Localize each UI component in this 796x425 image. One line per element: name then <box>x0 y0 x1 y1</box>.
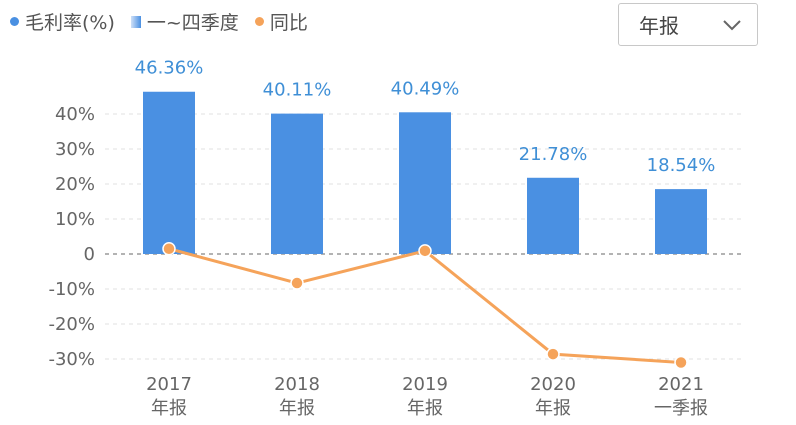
legend-dot-icon <box>10 17 19 26</box>
legend-yoy-label: 同比 <box>269 12 308 34</box>
yoy-point <box>290 276 304 290</box>
bar <box>143 91 195 255</box>
yoy-line <box>168 247 682 364</box>
legend-gradient-square-icon <box>130 15 141 28</box>
x-tick-label: 2019 年报 <box>402 374 448 419</box>
bar-value-label: 40.49% <box>391 78 460 99</box>
x-tick-label: 2021 一季报 <box>654 374 708 419</box>
bar-value-label: 21.78% <box>519 144 588 165</box>
chart-legend: 毛利率(%) 一~四季度 同比 <box>10 8 308 35</box>
bar-value-label: 18.54% <box>647 155 716 176</box>
yoy-point <box>674 355 688 370</box>
y-tick-label: 20% <box>55 174 95 195</box>
y-tick-label: -20% <box>48 314 95 335</box>
yoy-point <box>546 347 560 361</box>
legend-quarters[interactable]: 一~四季度 <box>130 8 239 35</box>
x-tick-label: 2017 年报 <box>146 374 192 419</box>
bar-value-label: 40.11% <box>263 80 332 101</box>
y-tick-label: -10% <box>48 279 95 300</box>
yoy-point <box>418 244 432 258</box>
bar <box>527 177 579 254</box>
legend-gross-margin[interactable]: 毛利率(%) <box>10 8 115 35</box>
period-dropdown-value: 年报 <box>639 14 679 38</box>
legend-quarters-label: 一~四季度 <box>146 12 239 34</box>
chevron-down-icon <box>723 19 741 30</box>
y-tick-label: 10% <box>55 209 95 230</box>
x-tick-label: 2020 年报 <box>530 374 576 419</box>
bar <box>271 113 323 255</box>
y-tick-label: 40% <box>55 104 95 125</box>
bar <box>399 112 451 254</box>
bar <box>655 189 707 254</box>
period-dropdown[interactable]: 年报 <box>618 3 758 46</box>
legend-dot-icon <box>254 17 264 26</box>
legend-gross-margin-label: 毛利率(%) <box>25 12 115 34</box>
bar-value-label: 46.36% <box>135 58 204 79</box>
legend-yoy[interactable]: 同比 <box>254 8 308 35</box>
x-tick-label: 2018 年报 <box>274 374 320 419</box>
y-tick-label: 0 <box>84 244 95 265</box>
yoy-point <box>162 242 176 256</box>
y-tick-label: -30% <box>48 349 95 370</box>
y-tick-label: 30% <box>55 139 95 160</box>
